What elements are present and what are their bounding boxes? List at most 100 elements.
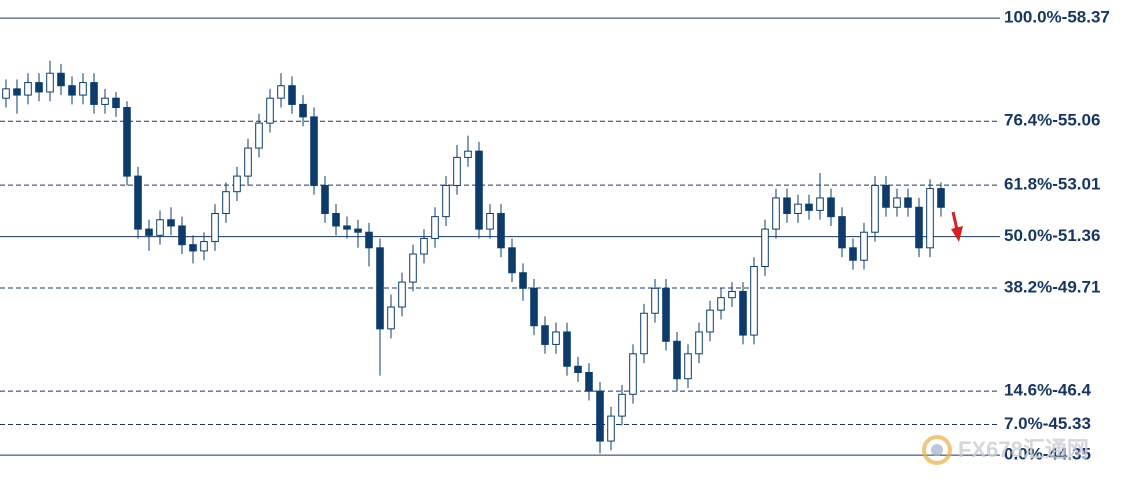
- fib-level-label: 7.0%-45.33: [1004, 414, 1091, 433]
- candle-body: [365, 231, 373, 249]
- candle-body: [255, 122, 263, 149]
- candle-body: [35, 82, 43, 93]
- candle-body: [46, 72, 54, 93]
- candle-body: [827, 197, 835, 218]
- candle-body: [211, 213, 219, 243]
- candle-body: [739, 290, 747, 336]
- candle-body: [574, 365, 582, 373]
- fib-level-label: 61.8%-53.01: [1004, 175, 1100, 194]
- candle-body: [618, 393, 626, 417]
- candle-body: [376, 247, 384, 330]
- candle-body: [288, 85, 296, 105]
- candle-body: [354, 228, 362, 233]
- candle-body: [244, 147, 252, 177]
- candle-body: [937, 188, 945, 208]
- candle-body: [497, 213, 505, 249]
- candle-body: [332, 213, 340, 227]
- candle-body: [112, 97, 120, 109]
- candle-body: [706, 309, 714, 333]
- candle-body: [420, 237, 428, 255]
- candle-body: [266, 97, 274, 124]
- candle-body: [871, 184, 879, 233]
- candle-body: [486, 213, 494, 230]
- candle-body: [475, 150, 483, 230]
- candle-body: [90, 82, 98, 105]
- candle-body: [783, 197, 791, 215]
- plot: 100.0%-58.37 76.4%-55.06 61.8%-53.01 50.0%-…: [0, 8, 1110, 464]
- candle-body: [68, 85, 76, 96]
- candle-body: [750, 266, 758, 336]
- fib-level-label: 0.0%-44.35: [1004, 445, 1091, 464]
- candle-body: [805, 203, 813, 211]
- candle-body: [398, 281, 406, 308]
- candle-body: [453, 156, 461, 186]
- candle-body: [772, 197, 780, 230]
- candle-body: [387, 306, 395, 330]
- candle-body: [277, 85, 285, 99]
- candle-body: [728, 290, 736, 299]
- candle-body: [596, 390, 604, 442]
- candle-body: [409, 253, 417, 283]
- candle-body: [101, 97, 109, 105]
- candle-body: [607, 415, 615, 442]
- candle-body: [684, 353, 692, 380]
- candle-body: [156, 219, 164, 236]
- candle-body: [222, 191, 230, 215]
- candle-body: [673, 340, 681, 380]
- candle-body: [541, 325, 549, 345]
- candle-body: [13, 88, 21, 96]
- candle-body: [508, 247, 516, 274]
- candle-body: [431, 216, 439, 239]
- candle-body: [563, 331, 571, 367]
- candle-body: [321, 184, 329, 215]
- watermark-logo-core: [931, 444, 943, 456]
- candle-body: [849, 247, 857, 261]
- down-arrow: [951, 211, 963, 242]
- candle-body: [233, 175, 241, 193]
- candle-body: [585, 371, 593, 392]
- candle-body: [178, 225, 186, 246]
- fib-level-label: 100.0%-58.37: [1004, 8, 1110, 27]
- candle-body: [442, 184, 450, 218]
- fib-level-label: 38.2%-49.71: [1004, 277, 1100, 296]
- candle-body: [717, 297, 725, 311]
- candle-body: [552, 331, 560, 345]
- candle-body: [860, 231, 868, 261]
- candle-body: [695, 331, 703, 355]
- candle-body: [189, 244, 197, 252]
- fib-level-label: 50.0%-51.36: [1004, 226, 1100, 245]
- candle-body: [838, 216, 846, 249]
- candle-body: [200, 241, 208, 252]
- candle-body: [904, 197, 912, 208]
- candle-body: [343, 225, 351, 230]
- candle-body: [893, 197, 901, 208]
- candle-body: [134, 175, 142, 230]
- candle-body: [530, 287, 538, 327]
- candle-body: [167, 219, 175, 227]
- candle-body: [640, 312, 648, 355]
- candle-body: [761, 228, 769, 268]
- candle-body: [926, 188, 934, 249]
- watermark-logo: [922, 435, 952, 465]
- candle-body: [79, 82, 87, 96]
- candle-body: [464, 150, 472, 158]
- candle-body: [816, 197, 824, 211]
- candle-body: [519, 272, 527, 289]
- watermark: FX678汇通网: [922, 435, 1089, 465]
- candle-body: [2, 88, 10, 99]
- candle-body: [915, 206, 923, 249]
- candle-body: [662, 287, 670, 342]
- candle-body: [299, 103, 307, 118]
- candle-body: [310, 116, 318, 186]
- candle-body: [123, 107, 131, 177]
- candle-body: [651, 287, 659, 314]
- candle-body: [24, 82, 32, 96]
- candle-body: [629, 353, 637, 395]
- fib-level-label: 76.4%-55.06: [1004, 111, 1100, 130]
- candle-body: [145, 228, 153, 236]
- arrow-head: [951, 226, 963, 242]
- candle-body: [57, 72, 65, 87]
- watermark-text: FX678汇通网: [958, 437, 1089, 462]
- candle-body: [882, 184, 890, 208]
